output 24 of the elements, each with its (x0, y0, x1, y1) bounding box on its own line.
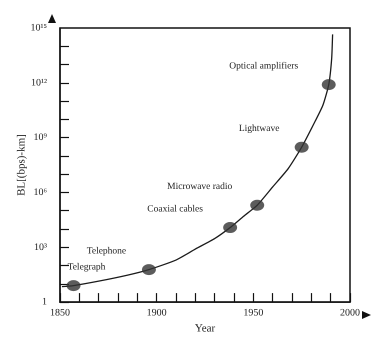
y-tick-label: 10¹⁵ (30, 22, 47, 34)
x-axis-title: Year (194, 322, 216, 334)
y-tick-label: 10³ (34, 242, 47, 253)
annotation: Lightwave (238, 124, 280, 134)
annotation: Telephone (86, 246, 126, 257)
y-tick-label: 10⁶ (34, 186, 48, 198)
x-tick-label: 1850 (50, 308, 70, 319)
annotation: Microwave radio (167, 182, 233, 192)
x-tick-label: 1950 (243, 308, 264, 319)
annotation: Coaxial cables (147, 204, 204, 215)
y-tick-label: 10¹² (31, 77, 47, 88)
point (66, 280, 81, 292)
point (223, 222, 238, 234)
x-tick-label: 1900 (146, 308, 167, 319)
x-tick-label: 2000 (340, 308, 360, 319)
y-axis-title: BL[(bps)-km] (16, 134, 28, 196)
point (294, 142, 309, 153)
point (250, 200, 264, 211)
y-tick-label: 10⁹ (34, 132, 48, 144)
point (142, 264, 156, 276)
annotation: Telegraph (68, 262, 106, 273)
y-tick-label: 1 (42, 296, 47, 308)
point (322, 79, 336, 90)
annotation: Optical amplifiers (229, 62, 298, 72)
